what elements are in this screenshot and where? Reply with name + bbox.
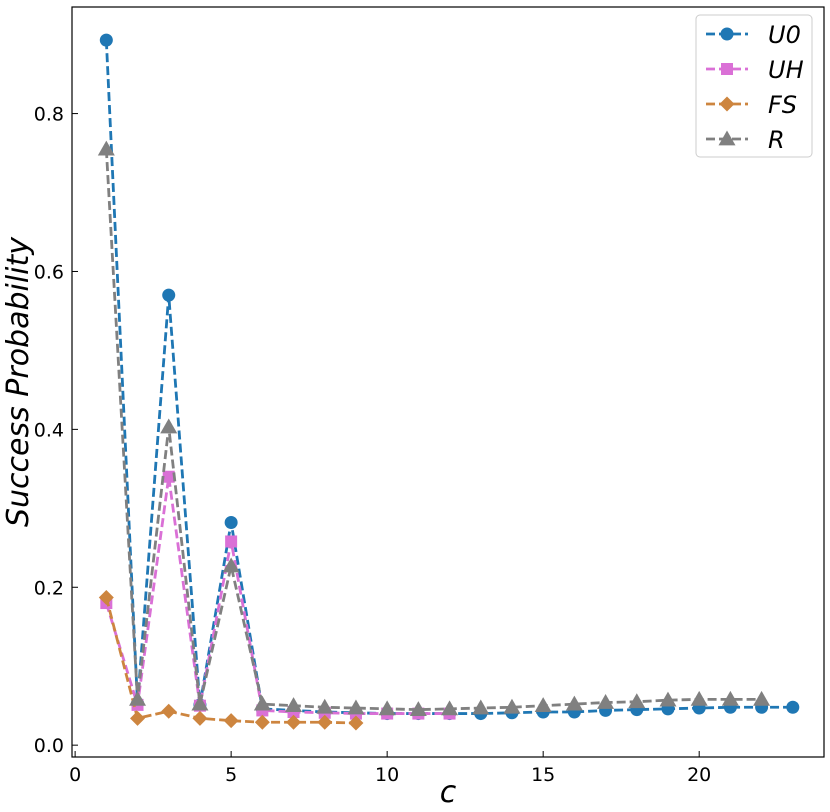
x-tick-label: 20	[687, 764, 711, 786]
y-tick-label: 0.4	[34, 419, 64, 441]
x-tick-label: 10	[375, 764, 399, 786]
data-point-fs	[348, 715, 364, 731]
legend-marker-fs	[719, 96, 735, 112]
data-point-r	[441, 700, 459, 716]
data-point-u0	[162, 288, 176, 302]
data-point-fs	[223, 713, 239, 729]
data-point-r	[690, 690, 708, 706]
legend-frame	[695, 14, 813, 158]
data-point-r	[253, 695, 271, 711]
series-line-r	[104, 149, 762, 712]
data-point-r	[472, 699, 490, 715]
data-point-r	[97, 140, 115, 156]
data-point-fs	[192, 710, 208, 726]
data-point-r	[597, 694, 615, 709]
y-axis-label: Success Probability	[1, 236, 36, 527]
y-tick-label: 0.8	[34, 104, 64, 126]
series-fs	[98, 590, 364, 731]
x-axis-label: c	[440, 775, 457, 810]
data-point-r	[191, 695, 209, 711]
data-point-r	[378, 700, 396, 716]
legend-label-fs: FS	[768, 91, 797, 119]
data-point-r	[316, 698, 334, 714]
data-point-fs	[98, 590, 114, 606]
x-tick-label: 5	[225, 764, 237, 786]
data-point-fs	[254, 714, 270, 730]
legend-label-r: R	[768, 126, 785, 154]
data-point-uh	[162, 470, 175, 483]
legend: U0 UH FS R	[695, 14, 813, 158]
legend-label-uh: UH	[768, 56, 804, 84]
data-point-r	[409, 701, 427, 717]
series-r	[97, 140, 771, 717]
data-point-r	[347, 699, 365, 715]
data-point-u0	[224, 516, 238, 530]
data-point-fs	[317, 714, 333, 730]
data-point-u0	[786, 700, 800, 714]
data-point-r	[129, 690, 147, 706]
series-layer	[97, 33, 800, 731]
data-point-fs	[286, 714, 302, 730]
data-point-uh	[225, 535, 238, 548]
data-point-r	[285, 697, 303, 713]
legend-label-u0: U0	[768, 21, 801, 49]
data-point-r	[503, 698, 521, 714]
series-line-fs	[104, 597, 356, 725]
data-point-r	[659, 691, 677, 707]
x-tick-label: 15	[531, 764, 555, 786]
data-point-r	[534, 697, 552, 713]
legend-marker-u0	[720, 27, 734, 41]
data-point-r	[628, 693, 646, 709]
data-point-u0	[99, 33, 113, 47]
axis-ticks: 0 5 10 15 20 0.0 0.2 0.4 0.6 0.8	[34, 104, 711, 786]
x-tick-label: 0	[69, 764, 81, 786]
data-point-fs	[161, 703, 177, 719]
data-point-r	[222, 557, 240, 573]
data-point-r	[753, 690, 771, 706]
y-tick-label: 0.2	[34, 577, 64, 599]
data-point-fs	[130, 710, 146, 726]
y-tick-label: 0.6	[34, 261, 64, 283]
data-point-r	[160, 418, 178, 434]
legend-marker-uh	[721, 63, 733, 75]
data-point-r	[721, 690, 739, 706]
y-tick-label: 0.0	[34, 735, 64, 757]
legend-marker-r	[718, 130, 736, 146]
data-point-r	[565, 695, 583, 711]
